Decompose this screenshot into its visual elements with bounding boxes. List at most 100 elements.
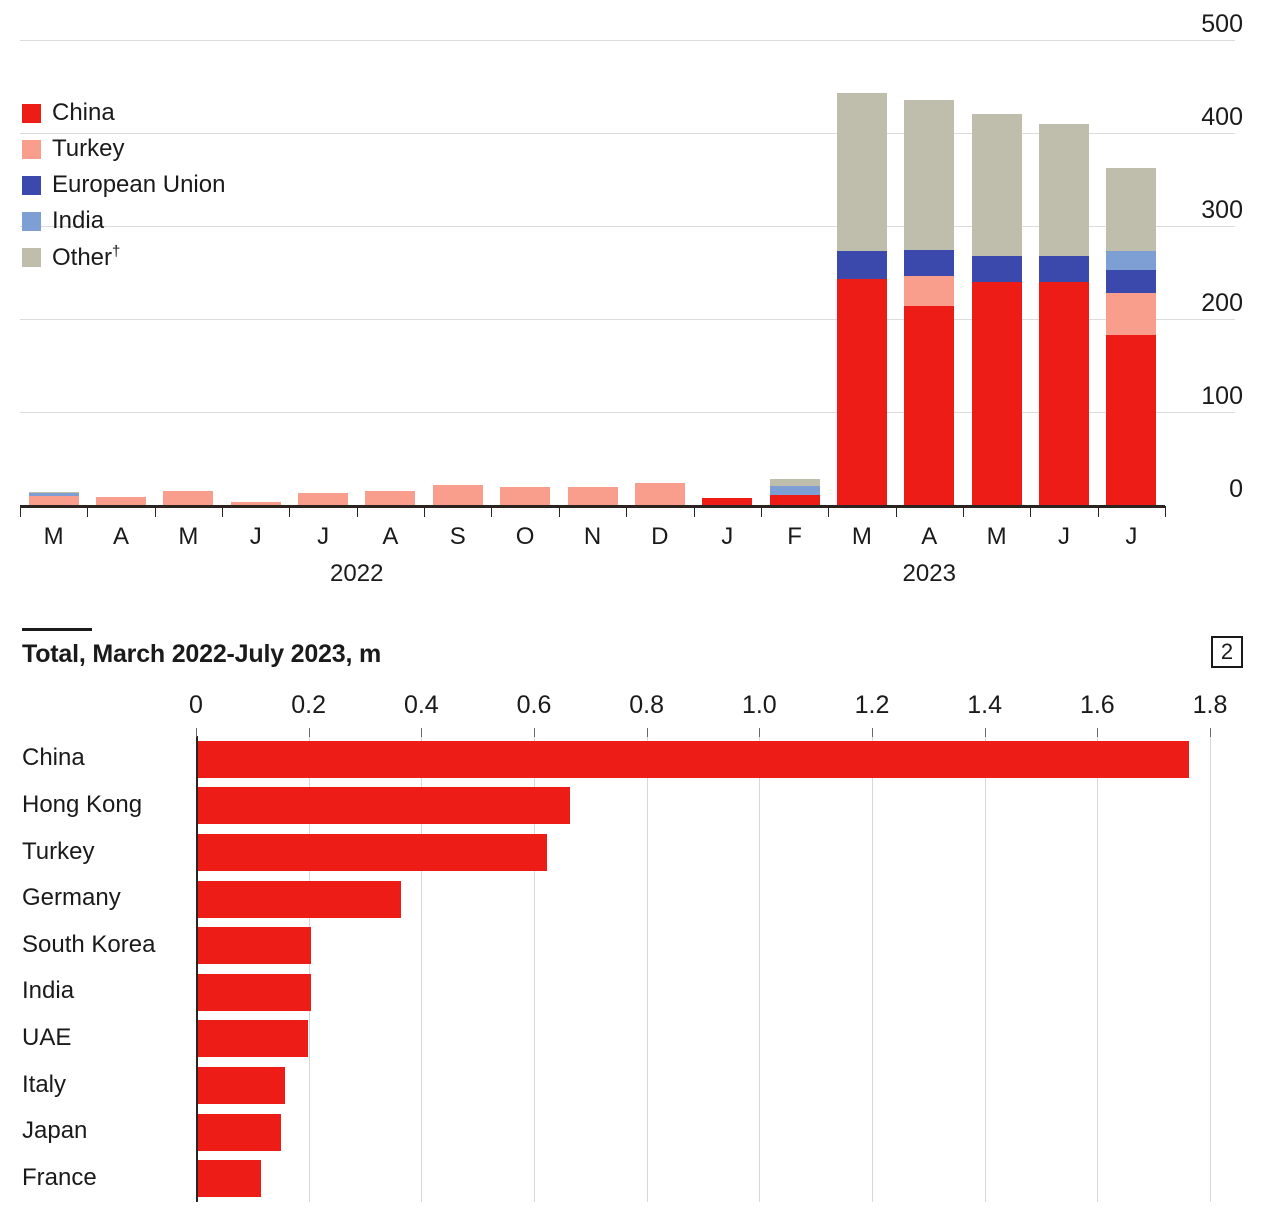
stacked-bar <box>836 93 887 505</box>
x-tick <box>356 506 358 517</box>
bar-segment <box>1106 269 1157 293</box>
x-tick <box>196 728 197 737</box>
stacked-bar <box>702 497 753 505</box>
bar-segment <box>365 491 416 505</box>
x-tick-label: 0.4 <box>403 691 439 719</box>
month-label: S <box>449 523 466 550</box>
panel-number-badge: 2 <box>1211 636 1243 668</box>
x-tick-label: 0.6 <box>516 691 552 719</box>
category-label: China <box>22 744 85 772</box>
month-label: M <box>986 523 1007 550</box>
chart2-value-axis <box>196 736 198 1202</box>
legend-item-european-union: European Union <box>22 167 225 203</box>
x-tick <box>895 506 897 517</box>
gridline <box>421 736 423 1202</box>
y-tick-label: 200 <box>1201 289 1243 317</box>
x-tick-label: 1.0 <box>741 691 777 719</box>
month-label: J <box>1125 523 1138 550</box>
stacked-bar <box>634 482 685 505</box>
legend-swatch-icon <box>22 175 41 195</box>
gridline <box>20 133 1235 134</box>
x-tick <box>1097 728 1099 737</box>
horizontal-bar <box>198 1160 262 1198</box>
gridline <box>534 736 535 1202</box>
gridline <box>20 412 1235 413</box>
bar-segment <box>1106 292 1157 335</box>
category-label: France <box>22 1163 97 1191</box>
month-label: A <box>113 523 130 550</box>
x-tick <box>828 506 830 517</box>
month-label: M <box>43 523 64 550</box>
stacked-bar <box>500 487 551 505</box>
bar-segment <box>904 100 955 251</box>
gridline <box>872 736 873 1202</box>
horizontal-bar <box>198 1067 286 1104</box>
y-tick-label: 500 <box>1201 10 1243 38</box>
gridline <box>759 736 761 1202</box>
legend-item-label: Other† <box>52 243 121 271</box>
stacked-bar <box>298 492 349 505</box>
legend-item-turkey: Turkey <box>22 131 225 167</box>
month-label: A <box>921 523 938 550</box>
legend-item-india: India <box>22 203 225 239</box>
chart1-gridlines <box>20 40 1235 505</box>
category-label: Hong Kong <box>22 790 143 818</box>
month-label: N <box>583 523 602 550</box>
y-tick-label: 400 <box>1201 103 1243 131</box>
x-tick <box>222 506 224 517</box>
bar-segment <box>1106 334 1157 505</box>
bar-segment <box>1038 281 1089 505</box>
horizontal-bar <box>198 1020 308 1058</box>
bar-segment <box>500 487 551 505</box>
legend-item-other: Other† <box>22 239 225 275</box>
x-tick-label: 1.2 <box>854 691 890 719</box>
bar-segment <box>836 251 887 280</box>
x-tick <box>308 728 310 737</box>
bar-segment <box>1038 123 1089 256</box>
bar-segment <box>96 496 147 505</box>
bar-segment <box>769 486 820 495</box>
chart1-baseline <box>20 505 1165 508</box>
month-label: D <box>651 523 669 550</box>
horizontal-bar <box>198 973 311 1011</box>
y-tick-label: 0 <box>1229 475 1243 503</box>
legend-item-label: India <box>52 207 105 234</box>
category-label: Germany <box>22 884 121 912</box>
monthly-stacked-bar-chart: 0 100 200 300 400 500 M A M J J A S O N D J F M A M J J 2022 20… <box>0 0 1280 600</box>
x-tick <box>87 506 89 517</box>
stacked-bar <box>904 100 955 505</box>
bar-segment <box>567 487 618 505</box>
horizontal-bar <box>198 1113 282 1151</box>
month-label: O <box>515 523 535 550</box>
footnote-dagger: † <box>112 243 121 260</box>
x-tick <box>626 506 628 517</box>
stacked-bar <box>971 114 1022 505</box>
x-tick <box>20 506 21 517</box>
bar-segment <box>1106 251 1157 270</box>
bar-segment <box>904 276 955 306</box>
x-tick <box>1165 506 1166 517</box>
bar-segment <box>836 93 887 252</box>
legend-swatch-icon <box>22 211 41 231</box>
bar-segment <box>634 482 685 505</box>
x-tick <box>1210 728 1211 737</box>
totals-bar-chart: Total, March 2022-July 2023, m 2 0 0.2 0.4… <box>0 608 1280 1220</box>
stacked-bar <box>96 496 147 505</box>
month-label: J <box>721 523 734 550</box>
legend-item-label: European Union <box>52 171 226 198</box>
bar-segment <box>971 281 1022 505</box>
month-label: F <box>787 523 802 550</box>
stacked-bar <box>567 487 618 505</box>
month-label: A <box>382 523 399 550</box>
gridline <box>1097 736 1099 1202</box>
x-tick-label: 1.8 <box>1192 691 1228 719</box>
chart2-gridlines <box>196 736 1211 1202</box>
gridline <box>1210 736 1211 1202</box>
stacked-bar <box>432 484 483 505</box>
bar-segment <box>971 114 1022 256</box>
x-tick <box>872 728 873 737</box>
bar-segment <box>163 491 214 505</box>
gridline <box>984 736 986 1202</box>
x-tick <box>534 728 535 737</box>
